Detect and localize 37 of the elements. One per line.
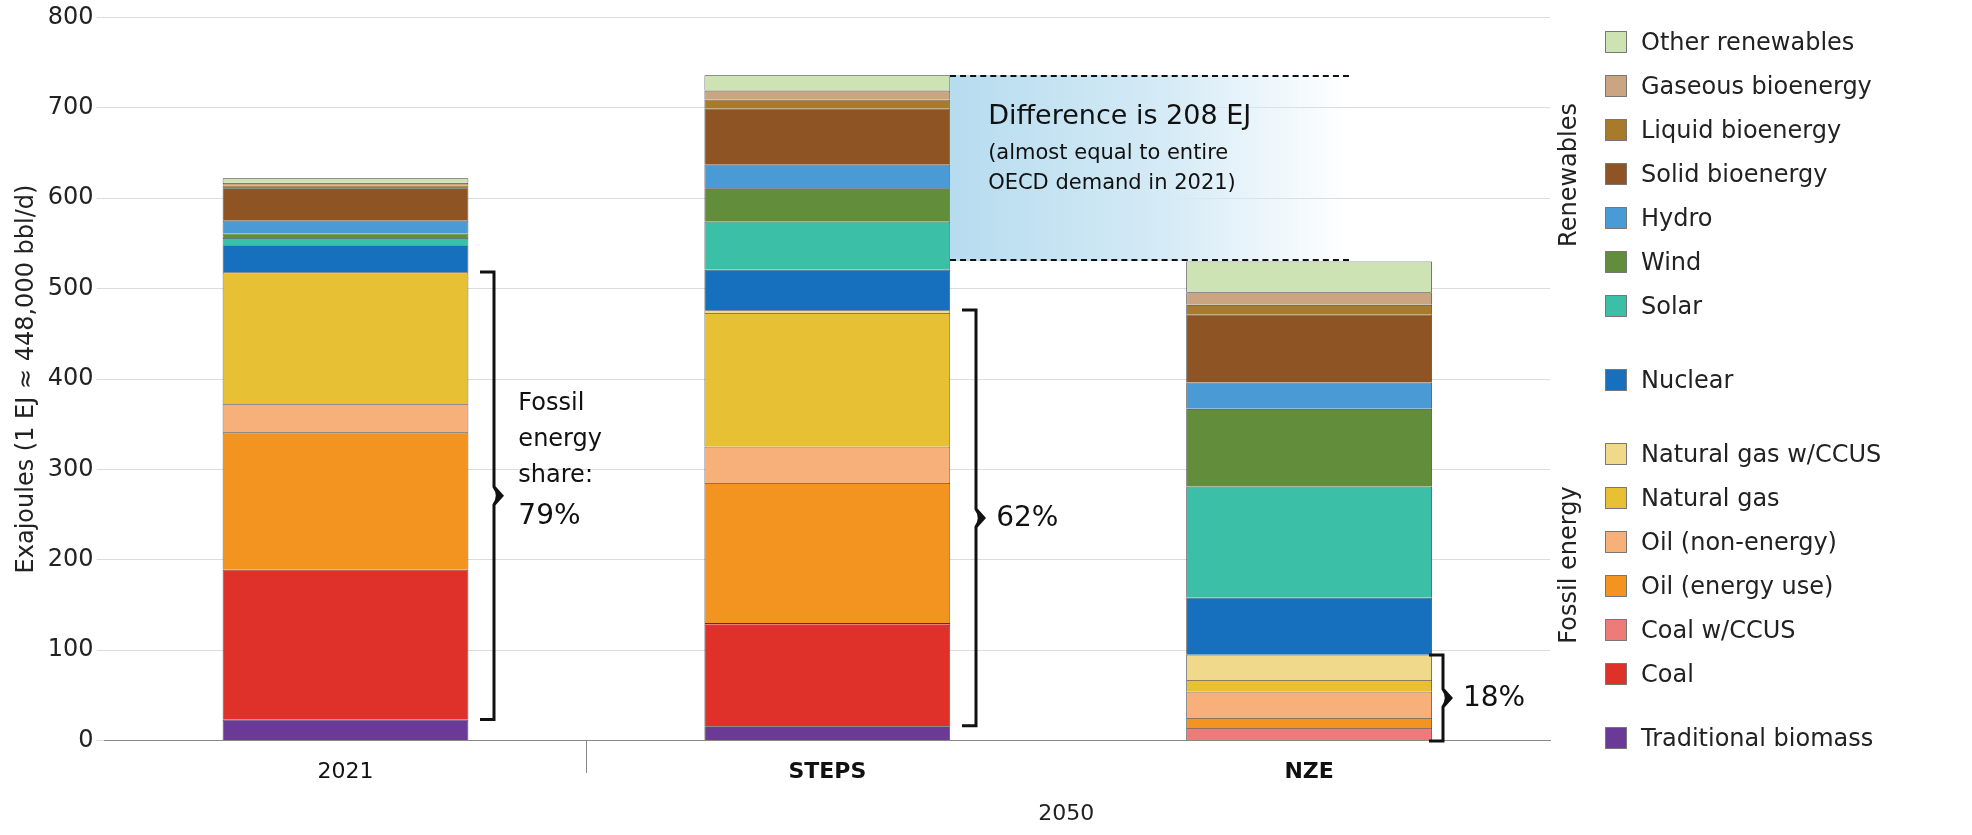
legend-label: Liquid bioenergy: [1641, 116, 1842, 144]
legend-label: Solar: [1641, 292, 1703, 320]
y-tick-label: 200: [47, 544, 94, 573]
y-tick-label: 600: [47, 182, 94, 211]
y-tick-label: 300: [47, 453, 94, 482]
annotation: 79%: [518, 498, 581, 532]
annotation: Fossil energy share:: [518, 387, 603, 491]
y-tick-label: 400: [47, 363, 94, 392]
y-tick-label: 700: [47, 92, 94, 121]
y-tick-label: 500: [47, 272, 94, 301]
legend-label: Wind: [1641, 248, 1702, 276]
legend-label: Oil (non-energy): [1641, 528, 1837, 556]
legend-label: Traditional biomass: [1641, 724, 1874, 752]
legend-label: Nuclear: [1641, 366, 1734, 394]
y-tick-label: 800: [47, 1, 94, 30]
x-tick-label: NZE: [1284, 757, 1334, 783]
text: 2050: [1038, 800, 1095, 825]
x-tick-label: 2021: [317, 757, 374, 783]
legend-label: Coal w/CCUS: [1641, 616, 1796, 644]
legend-label: Hydro: [1641, 204, 1713, 232]
annotation: Difference is 208 EJ: [988, 99, 1252, 131]
y-axis-title: Exajoules (1 EJ ≈ 448,000 bbl/d): [10, 184, 39, 574]
y-tick-label: 100: [47, 634, 94, 663]
legend-label: Other renewables: [1641, 28, 1855, 56]
annotation: 62%: [996, 500, 1059, 534]
annotation: 18%: [1462, 679, 1526, 713]
annotation: (almost equal to entire OECD demand in 2021): [988, 139, 1237, 197]
legend-label: Solid bioenergy: [1641, 160, 1828, 188]
legend-label: Coal: [1641, 660, 1694, 688]
legend-label: Oil (energy use): [1641, 572, 1834, 600]
text: Renewables: [1554, 102, 1582, 249]
x-tick-label: STEPS: [788, 757, 867, 783]
y-tick-label: 0: [78, 724, 94, 753]
legend-label: Natural gas w/CCUS: [1641, 440, 1882, 468]
legend-label: Natural gas: [1641, 484, 1780, 512]
legend-label: Gaseous bioenergy: [1641, 72, 1872, 100]
text: Fossil energy: [1554, 485, 1582, 646]
